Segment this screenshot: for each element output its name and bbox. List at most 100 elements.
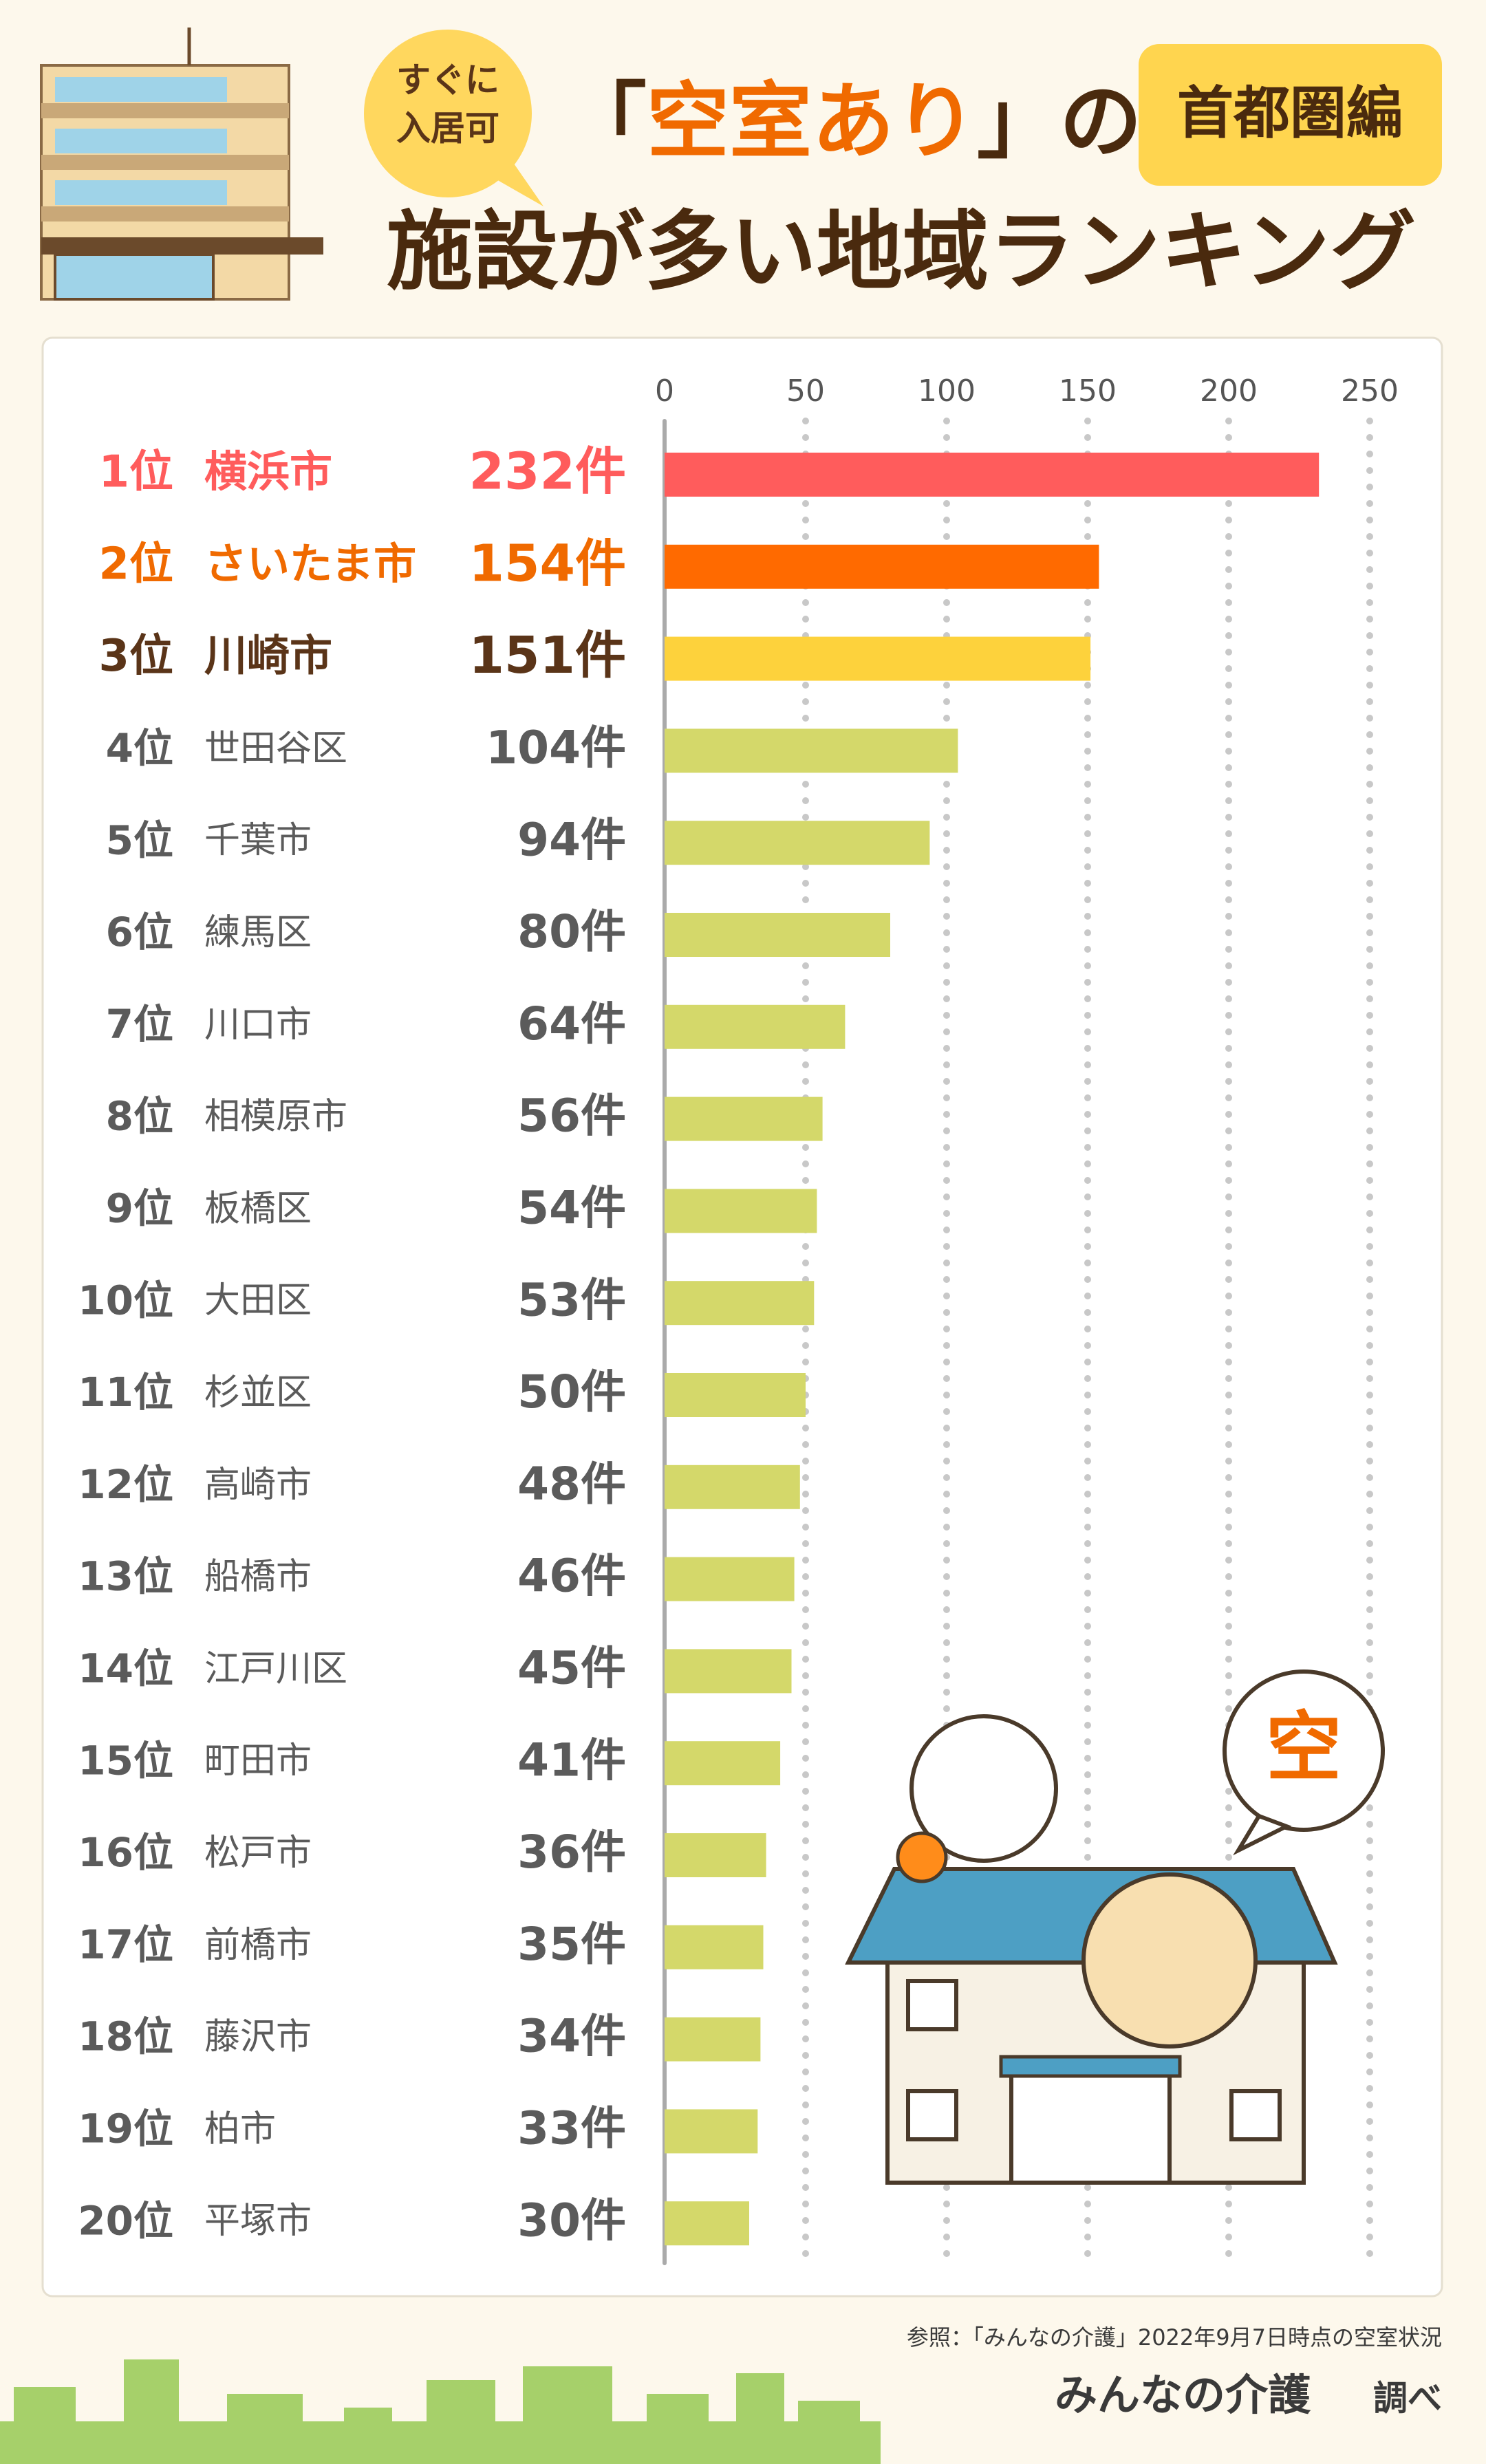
rank-label: 5位 <box>106 817 173 863</box>
category-label: 板橋区 <box>204 1188 312 1229</box>
rank-label: 1位 <box>98 447 173 498</box>
category-label: 松戸市 <box>204 1833 312 1874</box>
category-label: 平塚市 <box>204 2201 312 2242</box>
badge <box>364 30 532 197</box>
x-tick-label: 250 <box>1341 374 1399 409</box>
category-label: 世田谷区 <box>204 728 347 769</box>
bar <box>665 728 958 773</box>
rank-label: 6位 <box>106 909 173 955</box>
bar <box>665 1281 815 1326</box>
bar <box>665 1096 823 1141</box>
x-tick-label: 0 <box>655 374 674 409</box>
bar <box>665 1557 795 1601</box>
rank-label: 11位 <box>78 1369 173 1416</box>
bar <box>665 1833 766 1877</box>
rank-label: 13位 <box>78 1553 173 1600</box>
value-label: 64件 <box>517 997 626 1050</box>
rank-label: 19位 <box>78 2106 173 2152</box>
value-label: 56件 <box>517 1090 626 1143</box>
value-label: 104件 <box>486 721 626 774</box>
value-label: 232件 <box>469 442 626 501</box>
value-label: 94件 <box>517 813 626 866</box>
value-label: 54件 <box>517 1181 626 1234</box>
house-illustration <box>845 1669 1385 2185</box>
rank-label: 4位 <box>106 725 173 772</box>
rank-label: 18位 <box>78 2013 173 2060</box>
category-label: さいたま市 <box>204 539 416 589</box>
value-label: 33件 <box>517 2101 626 2154</box>
badge-text: すぐに <box>396 61 499 100</box>
title-line1: 「空室あり」の <box>564 74 1142 170</box>
category-label: 柏市 <box>204 2108 276 2150</box>
category-label: 川崎市 <box>204 631 332 681</box>
value-label: 50件 <box>517 1365 626 1418</box>
value-label: 36件 <box>517 1826 626 1879</box>
bar <box>665 1741 781 1786</box>
value-label: 35件 <box>517 1918 626 1971</box>
title-line2: 施設が多い地域ランキング <box>387 202 1416 302</box>
title-part: 「 <box>564 74 647 170</box>
bar <box>665 544 1099 589</box>
bar <box>665 1925 764 1969</box>
bar <box>665 636 1091 681</box>
x-tick-label: 200 <box>1200 374 1258 409</box>
bar <box>665 1373 806 1417</box>
x-tick-label: 150 <box>1059 374 1117 409</box>
rank-label: 20位 <box>78 2197 173 2244</box>
bar <box>665 1649 792 1694</box>
bar <box>665 1004 846 1049</box>
bar <box>665 2017 761 2062</box>
bubble-text: 空 <box>1266 1703 1342 1791</box>
value-label: 151件 <box>469 626 626 685</box>
rank-label: 14位 <box>78 1645 173 1692</box>
bar <box>665 2201 749 2246</box>
value-label: 45件 <box>517 1641 626 1694</box>
value-label: 53件 <box>517 1273 626 1326</box>
source: 参照：「みんなの介護」2022年9月7日時点の空室状況 <box>907 2324 1442 2350</box>
category-label: 前橋市 <box>204 1925 312 1966</box>
brand-suffix: 調べ <box>1373 2379 1442 2419</box>
rank-label: 2位 <box>98 539 173 590</box>
x-tick-label: 50 <box>786 374 825 409</box>
rank-label: 9位 <box>106 1185 173 1232</box>
rank-label: 3位 <box>98 631 173 682</box>
brand: みんなの介護 <box>1055 2370 1311 2420</box>
value-label: 30件 <box>517 2194 626 2247</box>
category-label: 練馬区 <box>204 912 312 953</box>
bar <box>665 821 930 865</box>
category-label: 千葉市 <box>204 820 312 861</box>
city-silhouette <box>0 2359 881 2464</box>
category-label: 江戸川区 <box>204 1648 347 1689</box>
category-label: 高崎市 <box>204 1465 312 1506</box>
category-label: 町田市 <box>204 1740 312 1782</box>
rank-label: 10位 <box>78 1277 173 1323</box>
value-label: 46件 <box>517 1550 626 1603</box>
value-label: 154件 <box>469 534 626 593</box>
rank-label: 8位 <box>106 1093 173 1140</box>
bar <box>665 1189 817 1233</box>
bar <box>665 1465 800 1509</box>
category-label: 横浜市 <box>204 446 332 497</box>
category-label: 藤沢市 <box>204 2017 312 2058</box>
value-label: 34件 <box>517 2010 626 2063</box>
category-label: 川口市 <box>204 1004 312 1046</box>
tag: 首都圏編 <box>1177 80 1403 146</box>
building-illustration <box>40 28 323 301</box>
bar <box>665 913 890 957</box>
category-label: 杉並区 <box>204 1372 312 1414</box>
x-tick-label: 100 <box>918 374 976 409</box>
title-highlight: 空室あり <box>647 74 977 170</box>
rank-label: 12位 <box>78 1461 173 1508</box>
rank-label: 7位 <box>106 1001 173 1048</box>
category-label: 大田区 <box>204 1280 312 1321</box>
category-label: 相模原市 <box>204 1096 347 1138</box>
bar <box>665 453 1320 497</box>
rank-label: 17位 <box>78 1921 173 1968</box>
rank-label: 16位 <box>78 1829 173 1876</box>
rank-label: 15位 <box>78 1737 173 1784</box>
value-label: 80件 <box>517 905 626 958</box>
category-label: 船橋市 <box>204 1557 312 1598</box>
value-label: 48件 <box>517 1458 626 1511</box>
